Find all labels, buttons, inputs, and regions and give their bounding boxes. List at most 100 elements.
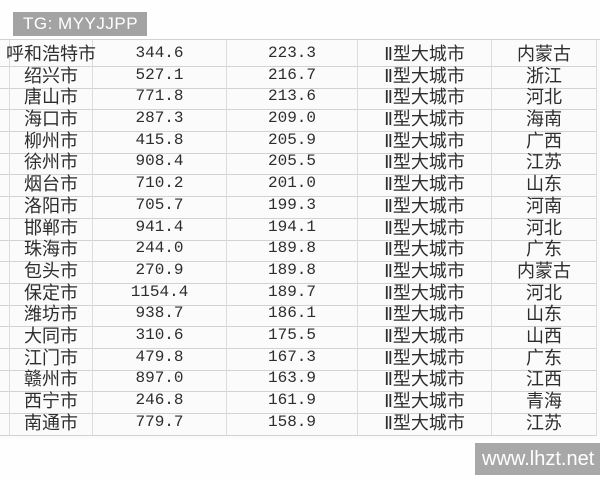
cell-spacer <box>0 235 10 263</box>
cell-value-b: 189.8 <box>227 256 358 284</box>
table-row: 南通市 779.7 158.9 Ⅱ型大城市 江苏 <box>0 408 600 436</box>
cell-city: 邯郸市 <box>10 213 93 241</box>
cell-spacer <box>0 105 10 133</box>
cell-city-text: 徐州市 <box>24 152 78 173</box>
cell-category-text: Ⅱ型大城市 <box>384 239 465 260</box>
cell-category-text: Ⅱ型大城市 <box>384 347 465 368</box>
table-row: 唐山市 771.8 213.6 Ⅱ型大城市 河北 <box>0 83 600 111</box>
table-row: 洛阳市 705.7 199.3 Ⅱ型大城市 河南 <box>0 191 600 219</box>
table-row: 烟台市 710.2 201.0 Ⅱ型大城市 山东 <box>0 170 600 198</box>
cell-category: Ⅱ型大城市 <box>358 148 492 176</box>
cell-value-b-text: 216.7 <box>267 65 316 84</box>
cell-category-text: Ⅱ型大城市 <box>384 174 465 195</box>
cell-province: 河北 <box>492 213 597 241</box>
cell-category-text: Ⅱ型大城市 <box>384 109 465 130</box>
cell-province: 山西 <box>492 321 597 349</box>
cell-value-b: 186.1 <box>227 300 358 328</box>
cell-category-text: Ⅱ型大城市 <box>384 87 465 108</box>
cell-value-a-text: 287.3 <box>135 109 184 128</box>
cell-province: 江苏 <box>492 408 597 436</box>
cell-city: 洛阳市 <box>10 191 93 219</box>
cell-value-a-text: 344.6 <box>135 44 184 62</box>
cell-value-b-text: 189.8 <box>267 239 316 258</box>
cell-province-text: 河南 <box>526 195 562 216</box>
cell-value-b: 205.9 <box>227 126 358 154</box>
cell-province: 山东 <box>492 170 597 198</box>
cell-city-text: 呼和浩特市 <box>6 44 96 64</box>
cell-province-text: 山西 <box>526 325 562 346</box>
cell-value-b-text: 189.7 <box>267 282 316 301</box>
cell-city: 珠海市 <box>10 235 93 263</box>
cell-value-a: 938.7 <box>93 300 227 328</box>
cell-value-b: 161.9 <box>227 387 358 414</box>
cell-value-b: 175.5 <box>227 321 358 349</box>
cell-value-a-text: 779.7 <box>135 412 184 431</box>
cell-category-text: Ⅱ型大城市 <box>384 44 465 64</box>
cell-value-b-text: 167.3 <box>267 347 316 366</box>
cell-spacer <box>0 343 10 371</box>
cell-city-text: 西宁市 <box>24 391 78 411</box>
cell-province: 青海 <box>492 387 597 414</box>
cell-value-a: 941.4 <box>93 213 227 241</box>
cell-value-a: 244.0 <box>93 235 227 263</box>
cell-value-b-text: 186.1 <box>267 304 316 323</box>
cell-spacer <box>0 148 10 176</box>
cell-spacer <box>0 191 10 219</box>
cell-category: Ⅱ型大城市 <box>358 83 492 111</box>
cell-value-a-text: 527.1 <box>135 65 184 84</box>
cell-value-a-text: 244.0 <box>135 239 184 258</box>
cell-province: 河南 <box>492 191 597 219</box>
cell-value-b-text: 209.0 <box>267 109 316 128</box>
cell-category-text: Ⅱ型大城市 <box>384 130 465 151</box>
cell-city-text: 江门市 <box>24 347 78 368</box>
table-row: 包头市 270.9 189.8 Ⅱ型大城市 内蒙古 <box>0 256 600 284</box>
cell-value-b-text: 158.9 <box>267 412 316 431</box>
table-row: 柳州市 415.8 205.9 Ⅱ型大城市 广西 <box>0 126 600 154</box>
cell-value-b-text: 194.1 <box>267 217 316 236</box>
cell-value-b: 213.6 <box>227 83 358 111</box>
cell-province-text: 青海 <box>526 391 562 411</box>
cell-city-text: 唐山市 <box>24 87 78 108</box>
cell-province: 海南 <box>492 105 597 133</box>
cell-province-text: 河北 <box>526 282 562 303</box>
cell-city: 柳州市 <box>10 126 93 154</box>
cell-province-text: 广东 <box>526 347 562 368</box>
cell-city: 大同市 <box>10 321 93 349</box>
cell-value-b-text: 199.3 <box>267 195 316 214</box>
cell-category-text: Ⅱ型大城市 <box>384 152 465 173</box>
cell-spacer <box>0 256 10 284</box>
cell-value-b-text: 205.5 <box>267 152 316 171</box>
cell-value-b: 216.7 <box>227 61 358 89</box>
cell-value-a-text: 908.4 <box>135 152 184 171</box>
cell-province-text: 山东 <box>526 304 562 325</box>
cell-city: 呼和浩特市 <box>6 40 96 67</box>
cell-spacer <box>0 40 10 67</box>
cell-city-text: 邯郸市 <box>24 217 78 238</box>
cell-value-b: 189.7 <box>227 278 358 306</box>
cell-value-a-text: 415.8 <box>135 130 184 149</box>
cell-value-a: 527.1 <box>93 61 227 89</box>
cell-value-b: 205.5 <box>227 148 358 176</box>
cell-province: 内蒙古 <box>492 256 597 284</box>
cell-value-b-text: 163.9 <box>267 369 316 388</box>
cell-value-a: 897.0 <box>93 365 227 393</box>
cell-province: 浙江 <box>492 61 597 89</box>
cell-province-text: 河北 <box>526 87 562 108</box>
cell-province: 内蒙古 <box>492 40 597 67</box>
cell-category: Ⅱ型大城市 <box>358 408 492 436</box>
table-row: 江门市 479.8 167.3 Ⅱ型大城市 广东 <box>0 343 600 371</box>
cell-value-b: 158.9 <box>227 408 358 436</box>
cell-province: 河北 <box>492 83 597 111</box>
table-row: 海口市 287.3 209.0 Ⅱ型大城市 海南 <box>0 105 600 133</box>
table-row: 大同市 310.6 175.5 Ⅱ型大城市 山西 <box>0 321 600 349</box>
cell-spacer <box>0 83 10 111</box>
cell-category: Ⅱ型大城市 <box>358 126 492 154</box>
cell-category-text: Ⅱ型大城市 <box>384 65 465 86</box>
cell-province: 山东 <box>492 300 597 328</box>
cell-value-a: 344.6 <box>93 40 227 67</box>
cell-province-text: 广东 <box>526 239 562 260</box>
cell-value-a: 246.8 <box>93 387 227 414</box>
table-row: 绍兴市 527.1 216.7 Ⅱ型大城市 浙江 <box>0 61 600 89</box>
cell-city-text: 绍兴市 <box>24 65 78 86</box>
